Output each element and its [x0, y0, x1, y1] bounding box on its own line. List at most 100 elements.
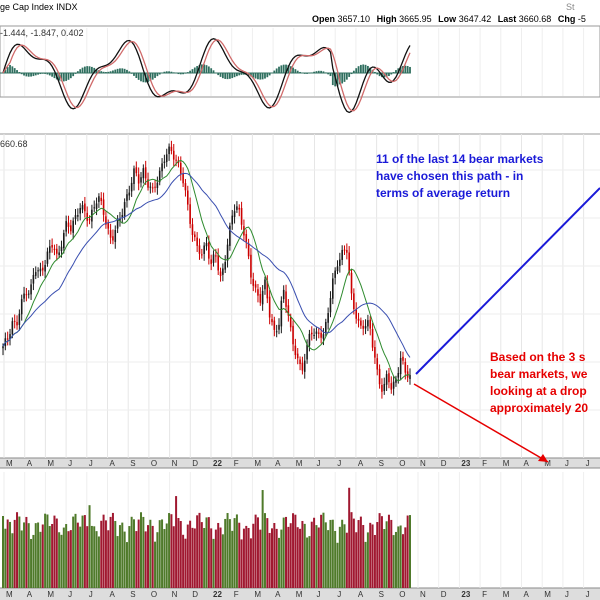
volume-bar: [186, 524, 189, 588]
volume-bar: [350, 512, 353, 588]
volume-bar: [121, 522, 124, 588]
volume-bar: [88, 505, 91, 588]
volume-bar: [385, 521, 388, 588]
candle-body: [217, 254, 219, 271]
macd-histogram-bar: [65, 73, 68, 81]
volume-bar: [97, 536, 100, 588]
macd-panel: [0, 25, 600, 98]
volume-bar: [205, 517, 208, 588]
volume-bar: [299, 528, 302, 588]
candle-body: [32, 274, 35, 284]
volume-bar: [338, 526, 341, 588]
volume-time-tick-label: A: [524, 590, 530, 599]
macd-histogram-bar: [296, 70, 299, 74]
candle-body: [364, 326, 367, 329]
candle-body: [144, 167, 147, 179]
red-projection-line: [413, 383, 549, 463]
time-tick-label: J: [89, 459, 93, 468]
macd-histogram-bar: [100, 71, 103, 74]
candle-body: [114, 229, 117, 242]
price-readout: 660.68: [0, 139, 28, 149]
volume-bar: [116, 536, 119, 588]
candle-body: [238, 207, 241, 210]
volume-bar: [242, 528, 245, 588]
macd-histogram-bar: [72, 73, 75, 77]
candle-body: [245, 234, 248, 242]
chg-value: -5: [577, 14, 586, 24]
volume-bar: [177, 518, 180, 588]
volume-bar: [74, 513, 77, 588]
volume-bar: [390, 519, 393, 588]
macd-histogram-bar: [273, 70, 276, 74]
volume-bar: [2, 516, 4, 588]
candle-body: [348, 252, 350, 273]
candle-body: [137, 174, 140, 184]
macd-histogram-bar: [37, 73, 39, 75]
macd-histogram-bar: [259, 73, 262, 80]
macd-histogram-bar: [238, 73, 241, 76]
candle-body: [133, 168, 135, 185]
blue-annotation-line: have chosen this path - in: [376, 169, 524, 183]
candle-body: [151, 187, 154, 189]
volume-bar: [163, 529, 166, 588]
volume-bar: [376, 522, 379, 588]
volume-time-tick-label: S: [379, 590, 384, 599]
macd-histogram-bar: [16, 70, 18, 74]
last-value: 3660.68: [518, 14, 552, 24]
volume-bar: [359, 516, 362, 588]
candle-body: [123, 202, 126, 217]
time-tick-label: 22: [213, 459, 222, 468]
macd-histogram-bar: [210, 68, 213, 74]
macd-histogram-bar: [154, 73, 156, 78]
macd-histogram-bar: [149, 73, 152, 82]
chart-symbol: INDX: [56, 2, 78, 12]
macd-histogram-bar: [20, 73, 23, 75]
volume-bar: [228, 519, 231, 588]
volume-bar: [308, 536, 311, 588]
macd-histogram-bar: [90, 66, 93, 74]
blue-annotation: 11 of the last 14 bear markets have chos…: [376, 151, 543, 202]
volume-bar: [221, 534, 224, 588]
red-annotation-line: looking at a drop: [490, 384, 587, 398]
volume-bar: [114, 520, 117, 588]
macd-histogram-bar: [294, 69, 297, 74]
macd-histogram-bar: [34, 73, 37, 76]
macd-histogram-bar: [252, 73, 255, 78]
candle-body: [20, 299, 23, 315]
macd-histogram-bar: [95, 69, 98, 74]
candle-body: [329, 298, 332, 313]
volume-time-tick-label: N: [420, 590, 426, 599]
macd-signal-line: [2, 39, 411, 112]
volume-time-tick-label: D: [441, 590, 447, 599]
volume-bar: [371, 524, 374, 588]
volume-time-tick-label: M: [254, 590, 261, 599]
macd-histogram-bar: [6, 67, 9, 74]
candle-body: [44, 264, 46, 272]
candle-body: [231, 215, 234, 225]
volume-bar: [226, 513, 229, 588]
candle-body: [240, 208, 243, 225]
candle-body: [278, 324, 280, 330]
macd-histogram-bar: [51, 73, 54, 77]
volume-bar: [189, 520, 192, 588]
volume-bar: [100, 520, 103, 588]
candle-body: [397, 372, 400, 378]
volume-bar: [383, 529, 386, 588]
candle-body: [301, 362, 304, 371]
volume-bar: [233, 518, 236, 588]
macd-histogram-bar: [362, 64, 365, 74]
candle-body: [388, 373, 390, 383]
volume-bar: [287, 526, 290, 588]
macd-histogram-bar: [147, 73, 149, 83]
volume-bar: [81, 515, 84, 588]
moving-averages-group: [2, 159, 411, 382]
candle-body: [9, 334, 11, 340]
candle-body: [109, 230, 112, 238]
time-tick-label: A: [275, 459, 281, 468]
low-label: Low: [438, 14, 457, 24]
macd-histogram-bar: [165, 71, 168, 74]
volume-time-tick-label: D: [192, 590, 198, 599]
candle-body: [383, 383, 386, 392]
volume-bar: [25, 516, 28, 588]
candle-body: [376, 358, 379, 370]
